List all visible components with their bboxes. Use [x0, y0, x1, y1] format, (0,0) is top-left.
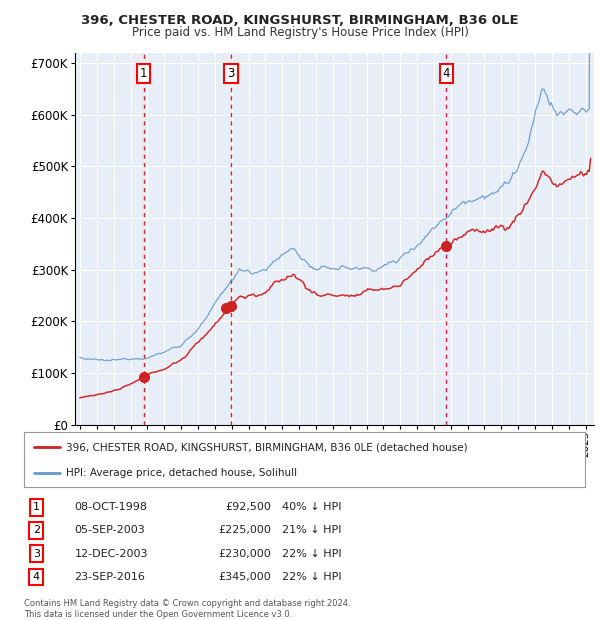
- Text: Contains HM Land Registry data © Crown copyright and database right 2024.
This d: Contains HM Land Registry data © Crown c…: [24, 600, 350, 619]
- Text: 4: 4: [442, 67, 450, 80]
- Text: 2: 2: [33, 526, 40, 536]
- Text: 05-SEP-2003: 05-SEP-2003: [74, 526, 145, 536]
- Text: 22% ↓ HPI: 22% ↓ HPI: [282, 549, 341, 559]
- Text: £345,000: £345,000: [218, 572, 271, 582]
- Text: 1: 1: [140, 67, 148, 80]
- Text: 08-OCT-1998: 08-OCT-1998: [74, 502, 148, 512]
- Text: 3: 3: [227, 67, 235, 80]
- Text: 40% ↓ HPI: 40% ↓ HPI: [282, 502, 341, 512]
- Text: 12-DEC-2003: 12-DEC-2003: [74, 549, 148, 559]
- Text: 4: 4: [33, 572, 40, 582]
- Text: £92,500: £92,500: [225, 502, 271, 512]
- Text: 21% ↓ HPI: 21% ↓ HPI: [282, 526, 341, 536]
- Text: £230,000: £230,000: [218, 549, 271, 559]
- Text: £225,000: £225,000: [218, 526, 271, 536]
- Text: Price paid vs. HM Land Registry's House Price Index (HPI): Price paid vs. HM Land Registry's House …: [131, 26, 469, 39]
- Text: 22% ↓ HPI: 22% ↓ HPI: [282, 572, 341, 582]
- Text: 3: 3: [33, 549, 40, 559]
- Text: HPI: Average price, detached house, Solihull: HPI: Average price, detached house, Soli…: [66, 468, 297, 478]
- Text: 23-SEP-2016: 23-SEP-2016: [74, 572, 145, 582]
- Text: 396, CHESTER ROAD, KINGSHURST, BIRMINGHAM, B36 0LE (detached house): 396, CHESTER ROAD, KINGSHURST, BIRMINGHA…: [66, 443, 468, 453]
- Text: 396, CHESTER ROAD, KINGSHURST, BIRMINGHAM, B36 0LE: 396, CHESTER ROAD, KINGSHURST, BIRMINGHA…: [81, 14, 519, 27]
- Text: 1: 1: [33, 502, 40, 512]
